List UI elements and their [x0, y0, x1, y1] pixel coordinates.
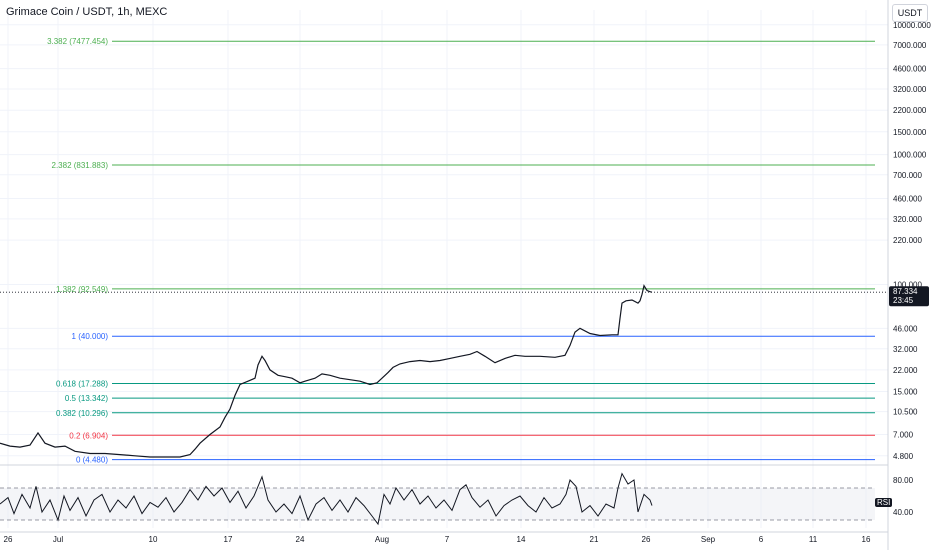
currency-selector[interactable]: USDT: [892, 4, 928, 22]
y-tick-label: 700.000: [893, 171, 922, 180]
y-tick-label: 4600.000: [893, 65, 927, 74]
y-tick-label: 32.000: [893, 345, 918, 354]
y-tick-label: 22.000: [893, 366, 918, 375]
x-tick-label: Aug: [375, 535, 389, 544]
x-tick-label: 11: [809, 535, 818, 544]
y-tick-label: 4.800: [893, 452, 914, 461]
fib-level-label: 1.382 (92.549): [56, 285, 108, 294]
current-price-badge: [889, 286, 929, 307]
y-tick-label: 460.000: [893, 194, 922, 203]
x-tick-label: 24: [296, 535, 305, 544]
y-tick-label: 220.000: [893, 236, 922, 245]
x-tick-label: 16: [862, 535, 871, 544]
countdown-label: 23:45: [893, 296, 914, 305]
rsi-band: [0, 488, 875, 520]
y-tick-label: 1500.000: [893, 128, 927, 137]
fib-level-label: 0.2 (6.904): [69, 431, 108, 440]
x-tick-label: 6: [759, 535, 764, 544]
x-tick-label: 10: [149, 535, 158, 544]
fib-level-label: 0.618 (17.288): [56, 380, 108, 389]
x-tick-label: Jul: [53, 535, 63, 544]
x-tick-label: 26: [642, 535, 651, 544]
y-tick-label: 2200.000: [893, 106, 927, 115]
x-tick-label: 7: [445, 535, 450, 544]
fib-level-label: 2.382 (831.883): [52, 161, 109, 170]
fib-level-label: 3.382 (7477.454): [47, 37, 108, 46]
y-tick-label: 3200.000: [893, 85, 927, 94]
x-tick-label: 26: [4, 535, 13, 544]
rsi-tick-label: 80.00: [893, 476, 914, 485]
fib-level-label: 0.5 (13.342): [65, 394, 108, 403]
x-tick-label: Sep: [701, 535, 716, 544]
fib-level-label: 1 (40.000): [72, 332, 109, 341]
fib-level-label: 0 (4.480): [76, 456, 108, 465]
y-tick-label: 7.000: [893, 431, 914, 440]
rsi-series-line: [0, 472, 653, 526]
fib-level-label: 0.382 (10.296): [56, 409, 108, 418]
chart-title: Grimace Coin / USDT, 1h, MEXC: [6, 6, 168, 18]
price-series-line: [0, 284, 653, 458]
y-tick-label: 15.000: [893, 388, 918, 397]
rsi-label: RSI: [875, 498, 893, 507]
y-tick-label: 320.000: [893, 215, 922, 224]
y-tick-label: 1000.000: [893, 151, 927, 160]
current-price-value: 87.334: [893, 287, 918, 296]
x-tick-label: 21: [590, 535, 599, 544]
y-tick-label: 10.500: [893, 408, 918, 417]
y-tick-label: 100.000: [893, 281, 922, 290]
y-tick-label: 10000.000: [893, 21, 931, 30]
x-tick-label: 17: [224, 535, 233, 544]
y-tick-label: 46.000: [893, 324, 918, 333]
x-tick-label: 14: [517, 535, 526, 544]
rsi-tick-label: 40.00: [893, 508, 914, 517]
y-tick-label: 7000.000: [893, 41, 927, 50]
